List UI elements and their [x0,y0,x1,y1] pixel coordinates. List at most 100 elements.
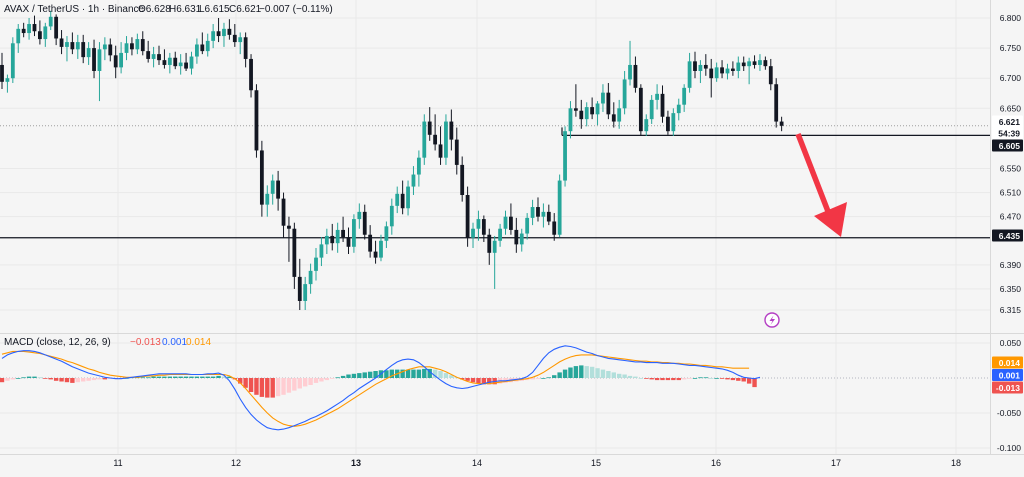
candle-body [638,87,643,132]
candle-body [774,84,779,122]
macd-hist-bar [346,374,351,378]
macd-hist-bar [568,367,573,378]
candle-body [232,34,237,43]
signal-line-value: 0.014 [186,337,211,348]
macd-hist-bar [64,378,70,383]
candle-body [254,90,259,151]
macd-hist-bar [254,378,259,395]
candle-body [352,219,356,247]
candle-body [395,193,400,206]
macd-hist-bar [622,374,627,378]
price-tick-label: 6.650 [1000,103,1022,113]
candle-body [584,107,589,120]
candle-body [416,157,421,175]
macd-hist-bar [330,378,335,379]
macd-hist-bar [427,368,432,378]
candle-body [303,284,308,301]
candle-body [297,276,302,301]
candle-body [503,216,508,229]
macd-hist-bar [351,373,357,378]
price-tick-label: 6.750 [1000,43,1022,53]
macd-hist-bar [595,368,600,378]
candle-body [357,211,362,220]
macd-hist-bar [43,378,48,379]
macd-line-value: 0.001 [162,337,187,348]
candle-body [227,28,232,35]
macd-hist-bar [313,378,319,383]
macd-hist-bar [156,376,162,378]
candle-body [189,56,194,69]
macd-hist-bar [703,377,709,379]
candle-body [530,207,535,218]
macd-tick-label: -0.050 [997,408,1021,418]
countdown-label-box [992,127,1023,139]
candle-body [373,251,378,258]
candle-body [259,150,264,205]
macd-hist-bar [389,369,395,378]
macd-hist-bar [481,378,487,385]
macd-hist-bar [633,376,638,378]
macd-hist-bar [611,372,616,378]
candle-body [124,43,129,53]
macd-hist-bar [546,377,552,379]
macd-tick-label: -0.100 [997,443,1021,453]
price-tick-label: 6.315 [1000,305,1022,315]
candle-body [779,121,784,126]
candle-body [433,134,438,145]
macd-title: MACD (close, 12, 26, 9) [4,337,111,348]
signal-value-label: 0.014 [999,358,1021,368]
candle-body [655,93,659,100]
hist-value-label: -0.013 [996,383,1020,393]
candle-body [308,270,313,285]
macd-hist-bar [671,378,676,381]
candle-body [205,40,210,52]
candle-body [135,39,140,50]
candle-body [730,68,735,71]
macd-hist-bar [638,378,644,379]
down-arrow-icon[interactable] [795,133,847,237]
symbol-title: AVAX / TetherUS · 1h · Binance [4,4,145,15]
macd-hist-bar [216,375,221,378]
macd-hist-bar [48,378,53,380]
candle-body [16,28,21,44]
high-value: H6.631 [169,4,202,15]
candle-body [720,67,724,74]
macd-hist-bar [302,378,308,387]
candle-body [238,37,243,43]
candle-body [541,211,546,217]
macd-hist-bar [81,378,86,382]
candle-body [335,229,340,244]
macd-hist-bar [459,378,465,380]
candle-body [108,44,113,56]
candle-body [281,198,286,226]
macd-hist-bar [189,376,194,378]
price-tick-label: 6.550 [1000,164,1022,174]
candle-body [140,39,145,52]
candle-body [438,144,443,158]
candle-body [319,244,324,258]
signal-value-label-box [992,356,1023,369]
macd-value-label: 0.001 [999,371,1021,381]
candle-body [389,205,394,227]
macd-hist-bar [97,378,102,380]
macd-hist-bar [416,369,422,378]
candle-body [249,58,253,91]
candle-body [157,54,161,61]
candle-body [546,211,551,222]
macd-hist-bar [259,378,265,397]
macd-hist-bar [589,366,595,378]
candle-body [622,79,627,109]
lightning-icon[interactable] [764,312,780,328]
open-value: O6.628 [138,4,171,15]
price-tick-label: 6.510 [1000,188,1022,198]
candle-body [552,221,557,235]
macd-hist-bar [443,373,449,378]
macd-hist-bar [627,375,633,378]
macd-hist-bar [644,378,649,379]
signal-line [1,350,750,427]
macd-hist-bar [183,376,189,378]
macd-hist-bar [0,378,5,383]
macd-hist-bar [162,376,167,378]
macd-hist-bar [248,378,254,392]
